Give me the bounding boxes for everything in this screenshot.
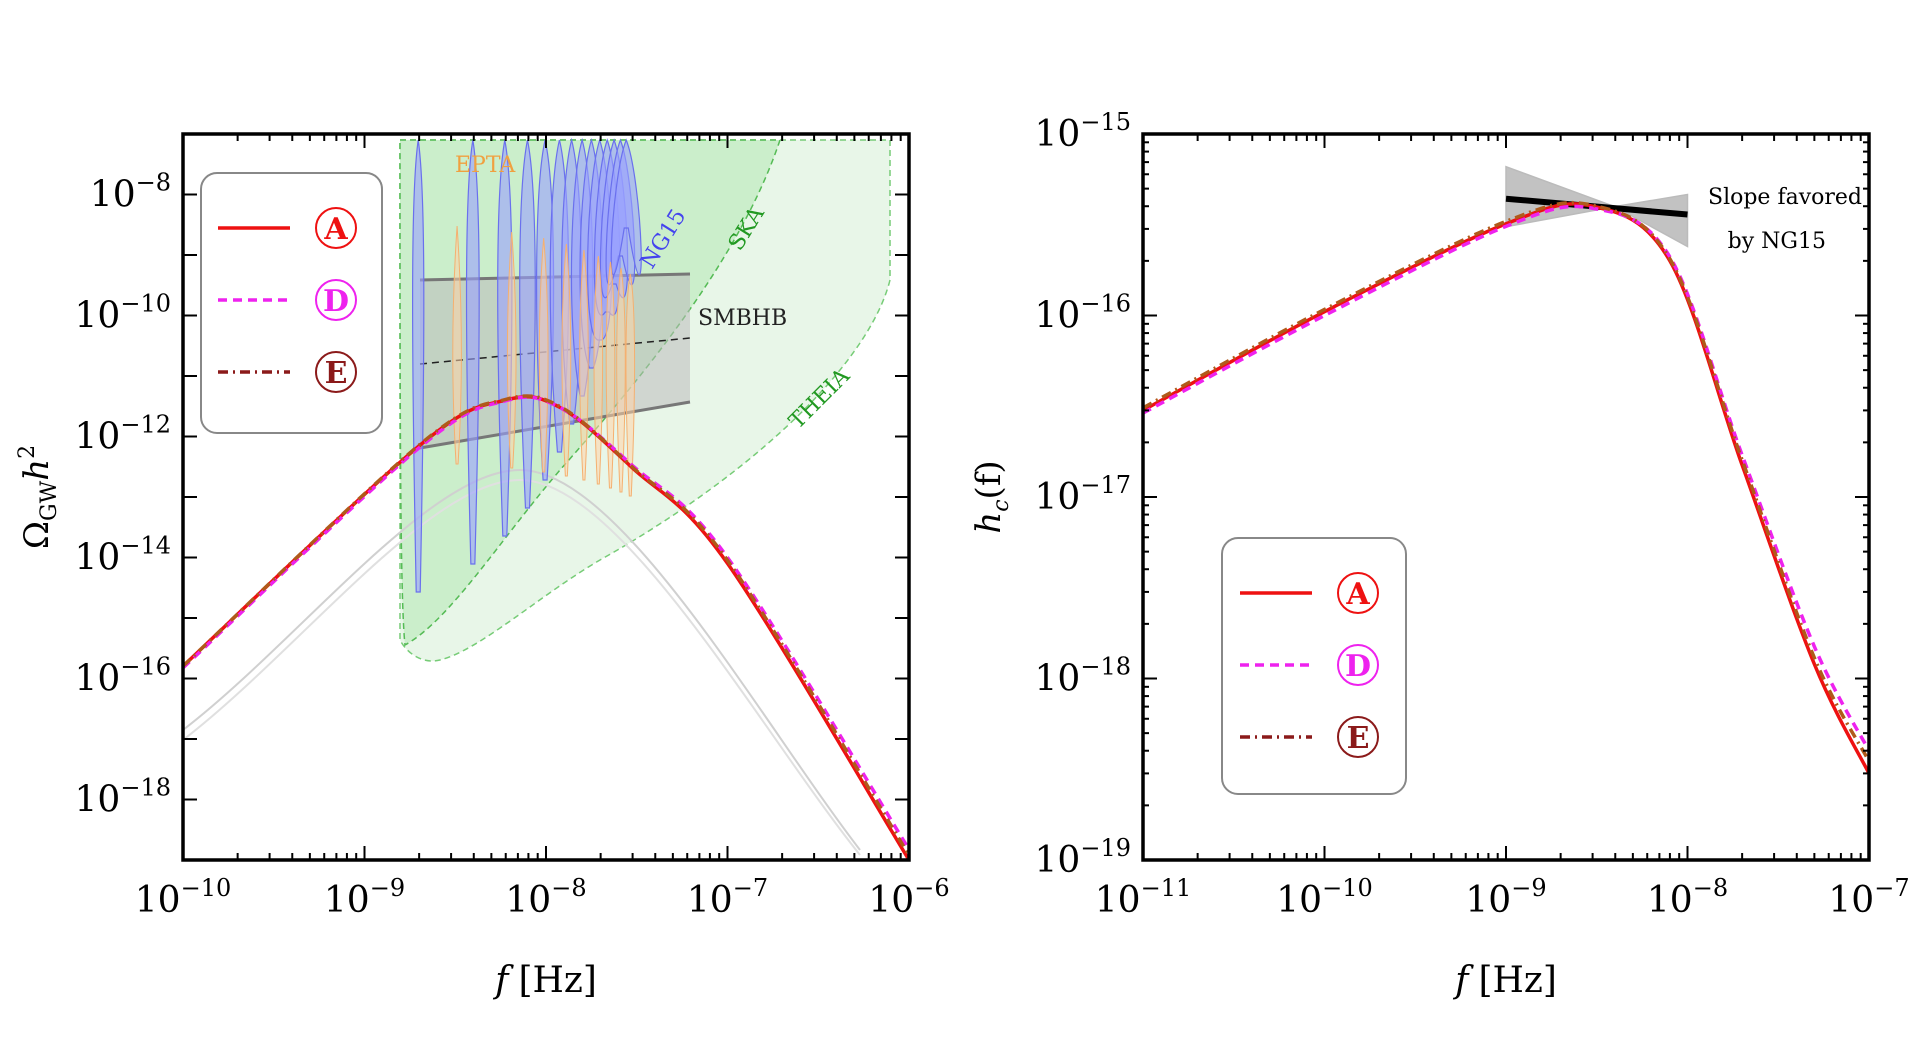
violins — [411, 137, 642, 593]
y-tick-label: 10−12 — [75, 411, 171, 458]
legend-badge-A — [315, 207, 357, 249]
right-legend-box — [1221, 537, 1407, 795]
smbhb-label: SMBHB — [698, 306, 787, 331]
y-tick-label: 10−18 — [1035, 653, 1131, 700]
series-E — [183, 394, 909, 857]
epta-violin — [506, 231, 517, 469]
y-tick-label: 10−15 — [1035, 108, 1131, 155]
right-legend: A D E — [1240, 572, 1379, 758]
epta-violin — [616, 267, 626, 493]
ng15-violin — [610, 138, 642, 276]
y-tick-label: 10−10 — [75, 290, 171, 337]
ng15-violin — [519, 139, 536, 509]
legend-label-A: A — [323, 212, 348, 247]
x-tick-label: 10−9 — [324, 874, 405, 921]
x-tick-label: 10−8 — [505, 874, 586, 921]
legend-badge-E — [1337, 716, 1379, 758]
left-xlabel: f [Hz] — [492, 960, 597, 1001]
legend-label-D: D — [1345, 649, 1371, 684]
epta-violin — [593, 255, 604, 485]
legend-label-E: E — [1347, 721, 1370, 756]
ng15-violin — [465, 139, 480, 565]
y-tick-label: 10−19 — [1035, 834, 1131, 881]
y-tick-label: 10−17 — [1035, 471, 1131, 518]
ng15-violin — [497, 139, 513, 537]
left-series — [183, 394, 909, 860]
right-xlabel: f [Hz] — [1452, 960, 1557, 1001]
left-ylabel: ΩGWh2 — [15, 445, 62, 549]
y-tick-label: 10−8 — [90, 169, 171, 216]
x-tick-label: 10−7 — [1828, 874, 1909, 921]
y-tick-label: 10−14 — [75, 532, 171, 579]
x-tick-label: 10−10 — [1276, 874, 1372, 921]
epta-violin — [452, 225, 462, 465]
epta-violin — [625, 273, 636, 497]
epta-violin — [561, 243, 572, 477]
legend-label-D: D — [323, 284, 349, 319]
x-tick-label: 10−11 — [1095, 874, 1191, 921]
slope-label-1: Slope favored — [1708, 185, 1862, 210]
legend-label-A: A — [1345, 577, 1370, 612]
faint-curve-2 — [183, 478, 861, 856]
left-legend-box — [200, 172, 383, 434]
right-panel: 10−11 10−10 10−9 10−8 10−7 10−15 10−16 10−17 10−… — [969, 108, 1910, 1001]
slope-label-2: by NG15 — [1728, 229, 1826, 254]
x-tick-label: 10−9 — [1465, 874, 1546, 921]
epta-violin — [538, 237, 549, 473]
x-tick-label: 10−7 — [687, 874, 768, 921]
series-E — [1143, 200, 1869, 763]
legend-badge-A — [1337, 572, 1379, 614]
epta-label: EPTA — [455, 153, 516, 178]
ng15-violin — [411, 139, 425, 593]
left-panel: 10−10 10−9 10−8 10−7 10−6 10−8 10−10 10−12 10−14… — [15, 132, 950, 1001]
y-tick-label: 10−16 — [75, 653, 171, 700]
epta-violin — [605, 261, 616, 489]
legend-badge-D — [1337, 644, 1379, 686]
x-tick-label: 10−6 — [868, 874, 949, 921]
legend-badge-D — [315, 279, 357, 321]
legend-label-E: E — [325, 356, 348, 391]
x-tick-label: 10−8 — [1647, 874, 1728, 921]
right-ticks: 10−11 10−10 10−9 10−8 10−7 10−15 10−16 10−17 10−… — [1035, 108, 1910, 921]
y-tick-label: 10−18 — [75, 774, 171, 821]
left-ticks: 10−10 10−9 10−8 10−7 10−6 10−8 10−10 10−12 10−14… — [75, 133, 950, 921]
x-tick-label: 10−10 — [135, 874, 231, 921]
right-series — [1143, 200, 1869, 775]
faint-curve-1 — [183, 468, 861, 851]
y-tick-label: 10−16 — [1035, 290, 1131, 337]
right-ylabel: hc(f) — [969, 460, 1014, 533]
epta-violin — [579, 249, 589, 481]
legend-badge-E — [315, 351, 357, 393]
left-legend: A D E — [218, 207, 357, 393]
